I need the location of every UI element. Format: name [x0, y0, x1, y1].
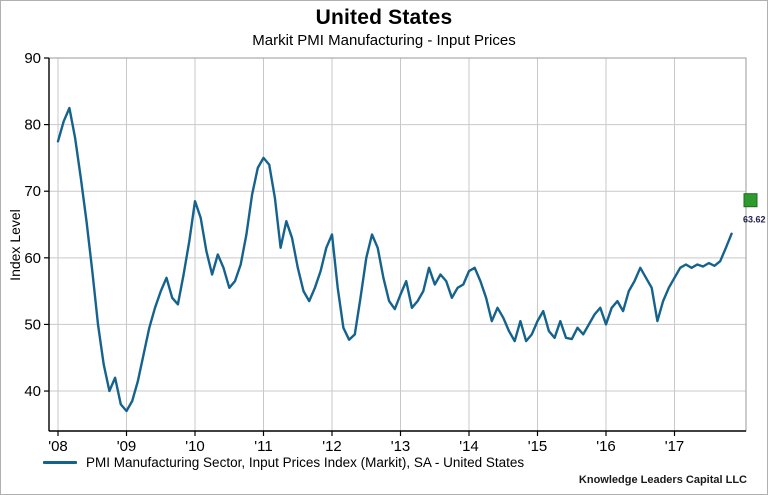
x-tick-label: '17 — [665, 438, 685, 455]
pmi-line — [56, 106, 733, 413]
x-tick-label: '11 — [254, 438, 272, 455]
x-tick-label: '08 — [48, 438, 68, 455]
chart-subtitle: Markit PMI Manufacturing - Input Prices — [252, 32, 516, 49]
latest-value-label: 63.62 — [743, 215, 766, 225]
x-tick-label: '15 — [528, 438, 548, 455]
y-tick-label: 70 — [24, 183, 41, 200]
x-tick-label: '12 — [322, 438, 342, 455]
x-tick-label: '14 — [459, 438, 479, 455]
plot-border — [48, 57, 747, 432]
x-tick-label: '13 — [391, 438, 411, 455]
x-tick-label: '16 — [596, 438, 616, 455]
y-tick-label: 50 — [24, 316, 41, 333]
x-tick-label: '10 — [185, 438, 205, 455]
legend-line-swatch — [43, 461, 77, 464]
y-tick-label: 90 — [24, 50, 41, 67]
x-tick-label: '09 — [117, 438, 137, 455]
chart-title: United States — [315, 6, 453, 29]
y-tick-label: 40 — [24, 383, 41, 400]
y-tick-label: 80 — [24, 117, 41, 134]
latest-value-marker — [743, 193, 758, 208]
legend: PMI Manufacturing Sector, Input Prices I… — [43, 455, 524, 470]
attribution: Knowledge Leaders Capital LLC — [578, 474, 747, 486]
y-tick-label: 60 — [24, 250, 41, 267]
legend-label: PMI Manufacturing Sector, Input Prices I… — [86, 455, 525, 470]
